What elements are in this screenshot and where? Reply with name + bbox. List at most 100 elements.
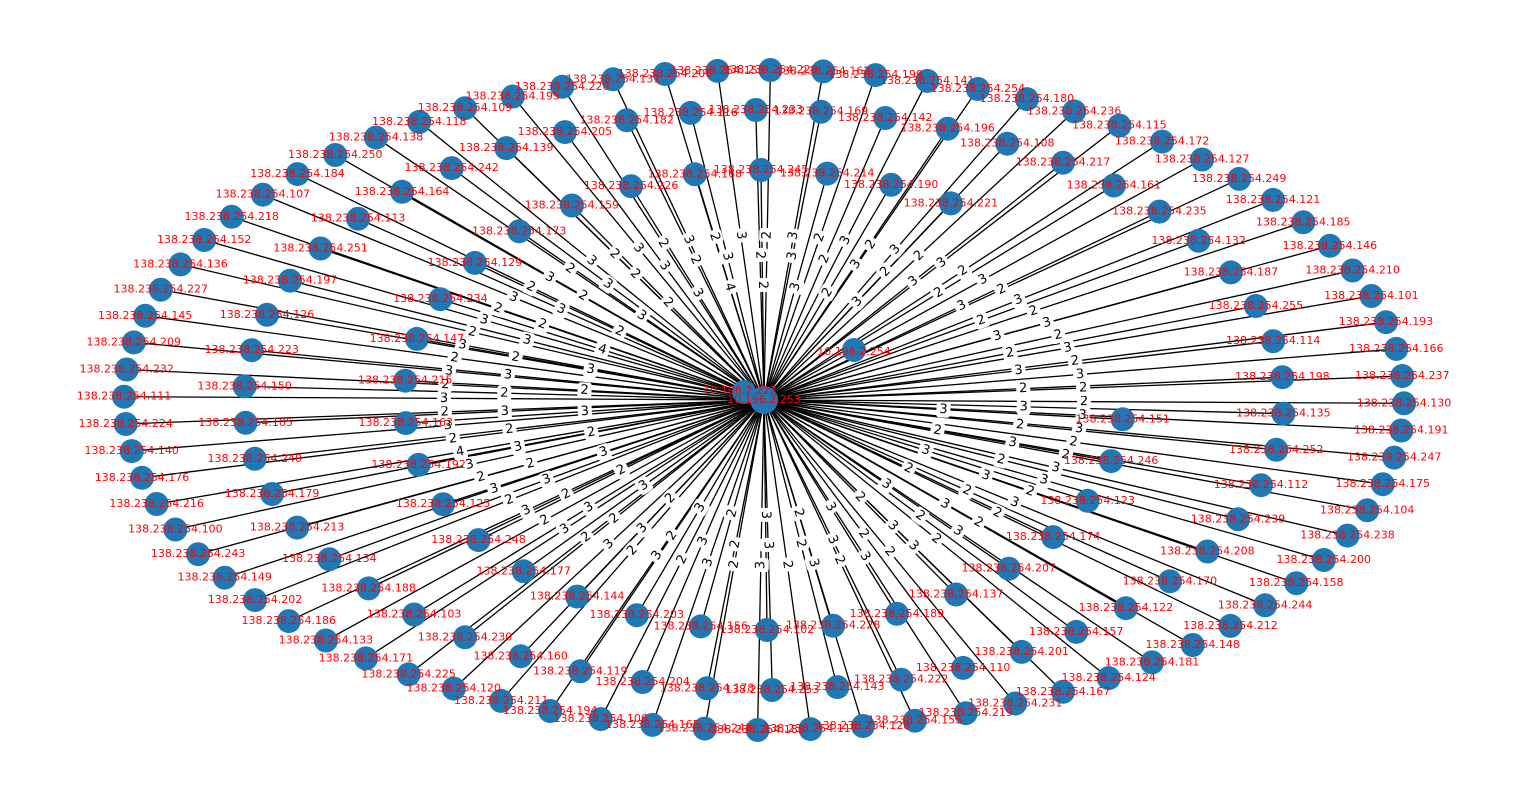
host-node[interactable] bbox=[1311, 548, 1336, 572]
host-node[interactable] bbox=[130, 465, 154, 490]
host-node[interactable] bbox=[500, 84, 525, 109]
host-node[interactable] bbox=[1261, 187, 1285, 212]
host-node[interactable] bbox=[1096, 666, 1121, 691]
host-node[interactable] bbox=[404, 326, 429, 351]
host-node[interactable] bbox=[453, 96, 477, 121]
host-node[interactable] bbox=[915, 68, 940, 93]
host-node[interactable] bbox=[1253, 593, 1278, 618]
host-node[interactable] bbox=[1009, 639, 1034, 664]
host-node[interactable] bbox=[1218, 613, 1243, 638]
host-node[interactable] bbox=[873, 106, 898, 130]
host-node[interactable] bbox=[1355, 498, 1380, 523]
host-node[interactable] bbox=[1390, 364, 1415, 388]
host-node[interactable] bbox=[494, 136, 519, 161]
host-node[interactable] bbox=[749, 158, 773, 182]
host-node[interactable] bbox=[1140, 650, 1164, 675]
host-node[interactable] bbox=[353, 646, 378, 671]
host-node[interactable] bbox=[393, 368, 418, 393]
host-node[interactable] bbox=[1099, 449, 1124, 474]
host-node[interactable] bbox=[1014, 87, 1039, 112]
host-node[interactable] bbox=[285, 162, 310, 187]
host-node[interactable] bbox=[1243, 294, 1268, 318]
host-node[interactable] bbox=[550, 74, 575, 99]
host-node[interactable] bbox=[1064, 619, 1089, 644]
host-node[interactable] bbox=[953, 701, 978, 726]
host-node[interactable] bbox=[1147, 199, 1172, 224]
host-node[interactable] bbox=[1264, 437, 1289, 462]
host-node[interactable] bbox=[1340, 258, 1365, 283]
host-node[interactable] bbox=[619, 174, 644, 199]
host-node[interactable] bbox=[965, 77, 990, 101]
host-node[interactable] bbox=[815, 161, 840, 186]
host-node[interactable] bbox=[121, 330, 146, 355]
host-node[interactable] bbox=[889, 667, 914, 692]
host-node[interactable] bbox=[163, 517, 188, 542]
host-node[interactable] bbox=[588, 707, 613, 732]
host-node[interactable] bbox=[565, 584, 590, 609]
host-node[interactable] bbox=[511, 559, 536, 584]
host-node[interactable] bbox=[276, 609, 301, 634]
host-node[interactable] bbox=[250, 182, 275, 207]
host-node[interactable] bbox=[219, 204, 244, 229]
host-node[interactable] bbox=[902, 708, 927, 733]
host-node[interactable] bbox=[1270, 365, 1295, 390]
host-node[interactable] bbox=[428, 287, 453, 312]
host-node[interactable] bbox=[243, 588, 267, 613]
host-node[interactable] bbox=[489, 688, 514, 713]
host-node[interactable] bbox=[1261, 329, 1286, 354]
host-node[interactable] bbox=[144, 492, 169, 516]
host-node[interactable] bbox=[995, 131, 1020, 156]
host-node[interactable] bbox=[1284, 571, 1309, 596]
host-node[interactable] bbox=[745, 718, 770, 742]
host-node[interactable] bbox=[242, 446, 267, 471]
host-node[interactable] bbox=[1374, 310, 1398, 335]
host-node[interactable] bbox=[148, 277, 173, 302]
host-node[interactable] bbox=[743, 98, 768, 122]
host-node[interactable] bbox=[431, 492, 456, 517]
host-node[interactable] bbox=[212, 565, 237, 590]
host-node[interactable] bbox=[755, 618, 779, 642]
host-node[interactable] bbox=[1291, 210, 1316, 235]
host-node[interactable] bbox=[1218, 260, 1243, 285]
host-node[interactable] bbox=[705, 58, 730, 83]
host-node[interactable] bbox=[1382, 445, 1407, 470]
host-node[interactable] bbox=[1226, 507, 1250, 532]
host-node[interactable] bbox=[821, 613, 846, 638]
host-node[interactable] bbox=[1392, 391, 1416, 416]
host-node[interactable] bbox=[346, 206, 371, 231]
host-node[interactable] bbox=[507, 219, 532, 244]
host-node[interactable] bbox=[884, 601, 909, 626]
host-node[interactable] bbox=[1107, 113, 1132, 138]
host-node[interactable] bbox=[1335, 523, 1360, 548]
host-node[interactable] bbox=[317, 547, 342, 572]
host-node[interactable] bbox=[568, 659, 593, 684]
host-node[interactable] bbox=[538, 699, 563, 723]
host-node[interactable] bbox=[851, 714, 875, 738]
host-node[interactable] bbox=[1041, 525, 1066, 550]
host-node[interactable] bbox=[239, 338, 264, 363]
host-node[interactable] bbox=[811, 59, 836, 84]
host-node[interactable] bbox=[1051, 150, 1075, 175]
host-node[interactable] bbox=[1190, 147, 1215, 172]
host-node[interactable] bbox=[462, 250, 487, 275]
host-node[interactable] bbox=[1003, 691, 1028, 716]
host-node[interactable] bbox=[944, 582, 969, 607]
host-node[interactable] bbox=[825, 675, 850, 700]
host-node[interactable] bbox=[695, 676, 719, 701]
host-node[interactable] bbox=[113, 412, 138, 436]
host-node[interactable] bbox=[1051, 679, 1075, 704]
host-node[interactable] bbox=[614, 108, 639, 133]
host-node[interactable] bbox=[441, 676, 466, 701]
host-node[interactable] bbox=[1389, 418, 1414, 443]
host-node[interactable] bbox=[112, 384, 136, 409]
host-node[interactable] bbox=[938, 191, 963, 216]
host-node[interactable] bbox=[186, 542, 211, 567]
host-node[interactable] bbox=[1384, 336, 1409, 361]
host-node[interactable] bbox=[1249, 473, 1273, 498]
host-node[interactable] bbox=[1150, 129, 1175, 154]
host-node[interactable] bbox=[393, 411, 418, 436]
host-node[interactable] bbox=[552, 120, 577, 145]
host-node[interactable] bbox=[114, 357, 139, 382]
host-node[interactable] bbox=[396, 662, 421, 687]
host-node[interactable] bbox=[356, 576, 381, 601]
